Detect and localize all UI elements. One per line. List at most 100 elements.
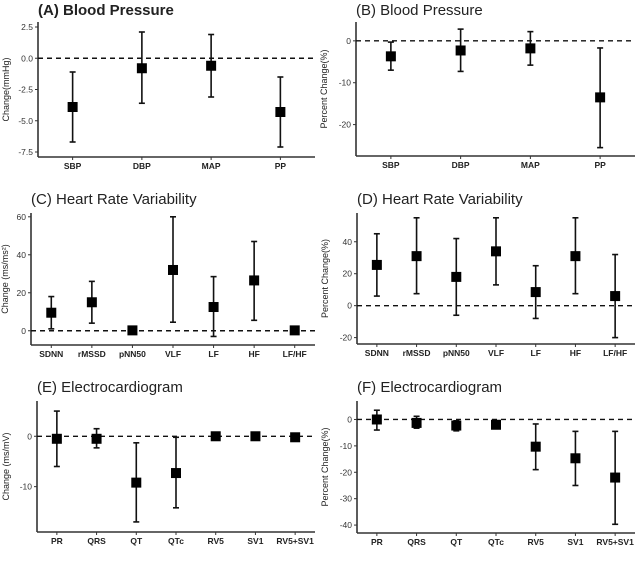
y-tick-label: 2.5 bbox=[21, 22, 33, 32]
y-tick-label: 20 bbox=[343, 269, 353, 279]
data-point bbox=[411, 251, 422, 262]
x-tick-label: QRS bbox=[407, 537, 426, 547]
data-point bbox=[491, 419, 501, 430]
data-point bbox=[250, 431, 261, 442]
y-tick-label: 0 bbox=[347, 414, 352, 424]
y-tick-label: 20 bbox=[17, 288, 27, 298]
x-tick-label: SV1 bbox=[567, 537, 583, 547]
data-point bbox=[570, 251, 581, 262]
data-point bbox=[290, 432, 301, 443]
x-tick-label: PR bbox=[51, 536, 63, 546]
y-tick-label: 40 bbox=[17, 250, 27, 260]
x-tick-label: QT bbox=[130, 536, 143, 546]
y-tick-label: -10 bbox=[339, 78, 352, 88]
panel-title: (E) Electrocardiogram bbox=[37, 379, 183, 396]
y-tick-label: 0 bbox=[21, 326, 26, 336]
data-point bbox=[525, 43, 536, 54]
x-tick-label: pNN50 bbox=[443, 348, 470, 358]
x-tick-label: SBP bbox=[382, 160, 400, 170]
data-point bbox=[131, 477, 142, 488]
panel-b: (B) Blood Pressure Percent Change(%) 0 -10 -… bbox=[319, 2, 635, 170]
x-tick-label: VLF bbox=[488, 348, 504, 358]
panel-title: (F) Electrocardiogram bbox=[357, 379, 502, 396]
data-point bbox=[411, 417, 422, 428]
data-point bbox=[371, 414, 382, 425]
data-point bbox=[530, 441, 541, 452]
y-axis-label: Percent Change(%) bbox=[320, 427, 330, 506]
x-tick-label: PP bbox=[275, 161, 287, 171]
x-tick-label: VLF bbox=[165, 349, 181, 359]
data-point bbox=[289, 325, 300, 336]
data-point bbox=[208, 302, 219, 313]
data-point bbox=[451, 271, 462, 282]
data-point bbox=[455, 45, 466, 56]
x-tick-label: PP bbox=[594, 160, 606, 170]
data-point bbox=[371, 259, 382, 270]
x-tick-label: SV1 bbox=[247, 536, 263, 546]
y-tick-label: -7.5 bbox=[18, 147, 33, 157]
data-point bbox=[210, 431, 221, 442]
y-tick-label: -2.5 bbox=[18, 85, 33, 95]
y-tick-label: -20 bbox=[340, 467, 353, 477]
panel-title: (C) Heart Rate Variability bbox=[31, 191, 197, 208]
x-tick-label: SBP bbox=[64, 161, 82, 171]
x-tick-label: HF bbox=[248, 349, 259, 359]
x-tick-label: MAP bbox=[202, 161, 221, 171]
data-point bbox=[451, 420, 462, 431]
y-axis-label: Change(mmHg) bbox=[1, 57, 11, 121]
x-tick-label: RV5+SV1 bbox=[276, 536, 314, 546]
x-tick-label: rMSSD bbox=[403, 348, 431, 358]
y-axis-label: Percent Change(%) bbox=[319, 49, 329, 128]
data-point bbox=[46, 307, 57, 318]
x-tick-label: LF/HF bbox=[603, 348, 627, 358]
x-tick-label: MAP bbox=[521, 160, 540, 170]
y-tick-label: -30 bbox=[340, 494, 353, 504]
data-point bbox=[67, 102, 78, 112]
x-tick-label: pNN50 bbox=[119, 349, 146, 359]
data-point bbox=[595, 92, 606, 103]
panel-d: (D) Heart Rate Variability Percent Change… bbox=[320, 191, 635, 358]
data-point bbox=[610, 291, 621, 302]
x-tick-label: RV5+SV1 bbox=[596, 537, 634, 547]
y-tick-label: 0.0 bbox=[21, 53, 33, 63]
panel-a: (A) Blood Pressure Change(mmHg) 2.5 0.0 -2.5… bbox=[1, 2, 315, 171]
data-point bbox=[206, 60, 217, 71]
y-tick-label: -40 bbox=[340, 520, 353, 530]
y-tick-label: -10 bbox=[20, 482, 33, 492]
x-tick-label: LF bbox=[531, 348, 541, 358]
data-point bbox=[127, 325, 138, 336]
x-tick-label: QRS bbox=[87, 536, 106, 546]
data-point bbox=[136, 63, 147, 74]
x-tick-label: HF bbox=[570, 348, 581, 358]
x-tick-label: QT bbox=[450, 537, 463, 547]
y-tick-label: 60 bbox=[17, 212, 27, 222]
data-point bbox=[51, 433, 62, 444]
data-point bbox=[168, 264, 178, 275]
y-tick-label: 0 bbox=[347, 301, 352, 311]
x-tick-label: RV5 bbox=[528, 537, 545, 547]
x-tick-label: PR bbox=[371, 537, 383, 547]
data-point bbox=[530, 287, 541, 298]
y-tick-label: 0 bbox=[27, 431, 32, 441]
panel-title: (B) Blood Pressure bbox=[356, 2, 483, 19]
data-point bbox=[86, 297, 97, 308]
panel-title: (A) Blood Pressure bbox=[38, 2, 174, 19]
y-axis-label: Change (ms/ms²) bbox=[0, 244, 10, 314]
y-tick-label: -20 bbox=[340, 333, 353, 343]
y-tick-label: -5.0 bbox=[18, 116, 33, 126]
x-tick-label: RV5 bbox=[208, 536, 225, 546]
data-point bbox=[171, 468, 181, 479]
y-tick-label: -10 bbox=[340, 441, 353, 451]
x-tick-label: QTc bbox=[488, 537, 504, 547]
x-tick-label: rMSSD bbox=[78, 349, 106, 359]
panel-f: (F) Electrocardiogram Percent Change(%) 0 -… bbox=[320, 379, 635, 547]
data-point bbox=[610, 472, 621, 483]
x-tick-label: DBP bbox=[133, 161, 151, 171]
x-tick-label: QTc bbox=[168, 536, 184, 546]
data-point bbox=[385, 51, 396, 62]
x-tick-label: LF bbox=[208, 349, 218, 359]
x-tick-label: SDNN bbox=[39, 349, 63, 359]
data-point bbox=[491, 246, 501, 257]
y-axis-label: Percent Change(%) bbox=[320, 239, 330, 318]
